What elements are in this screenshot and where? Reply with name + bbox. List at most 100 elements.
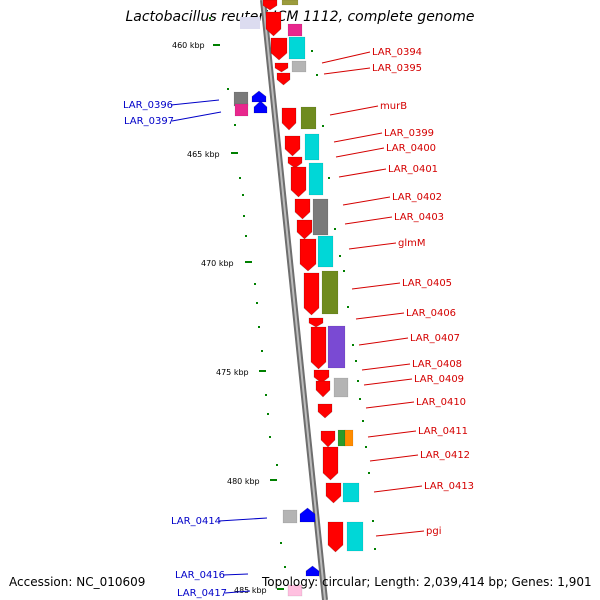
gene-label-lar-0410: LAR_0410 [416, 397, 466, 408]
ruler-label: 465 kbp [187, 150, 220, 159]
reverse-gene-arrow [299, 507, 316, 523]
minor-tick [339, 255, 341, 257]
gene-label-lar-0395: LAR_0395 [372, 63, 422, 74]
gene-label-lar-0396: LAR_0396 [123, 100, 173, 111]
label-leader [335, 147, 385, 158]
minor-tick [343, 270, 345, 272]
feature-box [312, 198, 329, 236]
gene-label-lar-0416: LAR_0416 [175, 570, 225, 581]
feature-box [287, 584, 303, 597]
minor-tick [242, 194, 244, 196]
forward-gene-arrow [281, 107, 297, 131]
feature-box [344, 429, 354, 447]
gene-label-lar-0402: LAR_0402 [392, 192, 442, 203]
backbone [260, 0, 328, 600]
forward-gene-arrow [276, 72, 291, 86]
reverse-gene-arrow [253, 100, 268, 114]
feature-box [333, 377, 349, 398]
forward-gene-arrow [320, 430, 336, 448]
ruler-label: 460 kbp [172, 41, 205, 50]
forward-gene-arrow [310, 326, 327, 370]
minor-ticks [209, 17, 376, 568]
minor-tick [245, 235, 247, 237]
forward-gene-arrow [294, 198, 311, 220]
forward-gene-arrow [265, 11, 282, 37]
minor-tick [322, 125, 324, 127]
ruler-tick [245, 261, 252, 263]
ruler-label: 470 kbp [201, 259, 234, 268]
minor-tick [227, 88, 229, 90]
feature-box [346, 521, 364, 552]
minor-tick [280, 542, 282, 544]
gene-label-lar-0400: LAR_0400 [386, 143, 436, 154]
feature-box [337, 429, 346, 447]
gene-label-lar-0417: LAR_0417 [177, 588, 227, 599]
forward-gene-arrow [327, 521, 344, 553]
label-leader [342, 196, 391, 206]
gene-label-lar-0406: LAR_0406 [406, 308, 456, 319]
reverse-gene-arrow [251, 90, 267, 103]
gene-label-lar-0401: LAR_0401 [388, 164, 438, 175]
forward-gene-arrow [308, 317, 324, 328]
topology-text: Topology: circular; Length: 2,039,414 bp… [262, 575, 592, 589]
gene-label-lar-0408: LAR_0408 [412, 359, 462, 370]
gene-label-murb: murB [380, 101, 407, 112]
minor-tick [267, 413, 269, 415]
minor-tick [362, 420, 364, 422]
minor-tick [334, 228, 336, 230]
feature-box [240, 17, 260, 29]
label-leader [333, 132, 383, 143]
gene-label-glmm: glmM [398, 238, 426, 249]
gene-label-pgi: pgi [426, 526, 441, 537]
forward-gene-arrow [290, 166, 307, 198]
feature-box [288, 36, 306, 60]
label-leader [348, 242, 397, 250]
minor-tick [355, 360, 357, 362]
label-leader [224, 590, 251, 594]
label-leader [358, 337, 409, 346]
forward-gene-arrow [287, 156, 303, 169]
feature-box [234, 103, 249, 117]
label-leader [338, 168, 387, 178]
ruler-label: 475 kbp [216, 368, 249, 377]
ruler-label: 480 kbp [227, 477, 260, 486]
genes [251, 0, 344, 577]
feature-box [300, 106, 317, 130]
forward-gene-arrow [299, 238, 317, 272]
gene-label-lar-0403: LAR_0403 [394, 212, 444, 223]
forward-gene-arrow [284, 135, 301, 157]
minor-tick [209, 17, 211, 19]
gene-label-lar-0405: LAR_0405 [402, 278, 452, 289]
minor-tick [234, 124, 236, 126]
label-leader [323, 67, 371, 75]
feature-box [282, 509, 298, 524]
label-leader [363, 378, 413, 386]
label-leader [361, 363, 411, 371]
feature-box [342, 482, 360, 503]
label-leader [367, 430, 417, 438]
forward-gene-arrow [262, 0, 278, 11]
feature-box [287, 23, 303, 37]
forward-gene-arrow [303, 272, 320, 316]
minor-tick [347, 306, 349, 308]
minor-tick [365, 446, 367, 448]
label-leader [321, 51, 371, 64]
ruler-tick [231, 152, 238, 154]
reverse-gene-arrow [305, 565, 320, 577]
minor-tick [311, 50, 313, 52]
label-leader [375, 530, 425, 537]
feature-boxes [233, 0, 364, 597]
minor-tick [372, 520, 374, 522]
ruler-label: 485 kbp [234, 586, 267, 595]
minor-tick [239, 177, 241, 179]
minor-tick [243, 215, 245, 217]
gene-label-lar-0397: LAR_0397 [124, 116, 174, 127]
ruler-tick [213, 44, 220, 46]
gene-label-lar-0413: LAR_0413 [424, 481, 474, 492]
label-leader [218, 517, 268, 522]
feature-box [281, 0, 299, 6]
forward-gene-arrow [270, 37, 288, 61]
label-leader [369, 454, 419, 462]
feature-box [321, 270, 339, 315]
gene-label-lar-0399: LAR_0399 [384, 128, 434, 139]
